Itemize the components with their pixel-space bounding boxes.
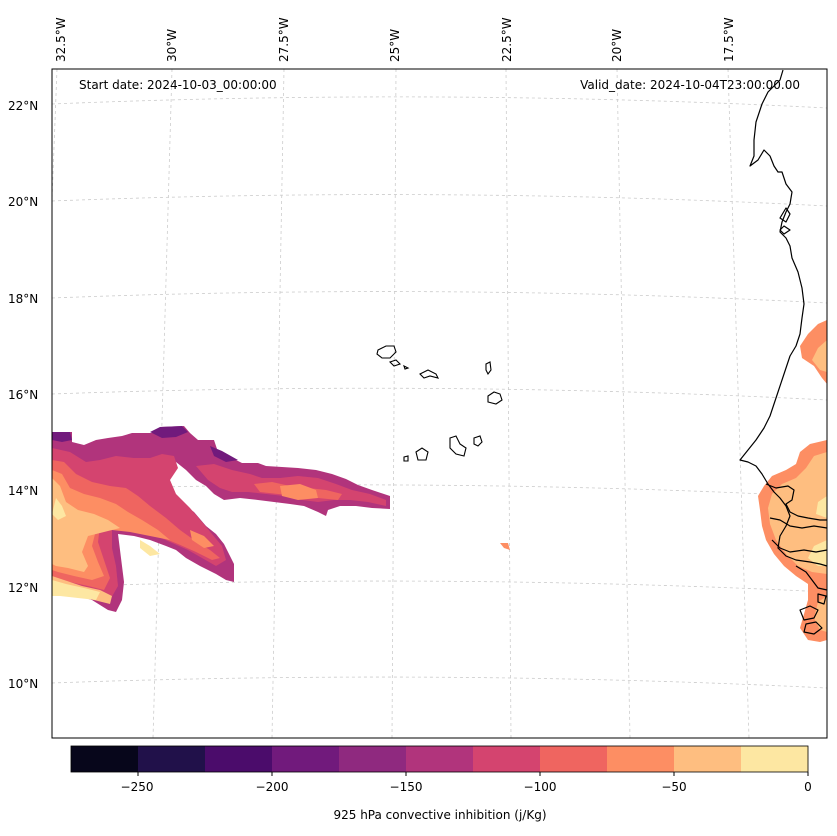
coast-detail-2 (779, 225, 791, 235)
colorbar-swatch (473, 746, 541, 772)
lon-label-30w: 30°W (165, 29, 179, 62)
valid-date-annotation: Valid_date: 2024-10-04T23:00:00.00 (580, 78, 800, 92)
graticule (51, 68, 828, 739)
meridian-22-5w (505, 68, 512, 739)
coast-gambia-river (769, 517, 828, 529)
meridian-25w (391, 68, 397, 739)
parallel-16n (51, 387, 828, 401)
meridian-20w (616, 68, 631, 739)
colorbar-swatch (741, 746, 809, 772)
colorbar-swatch (674, 746, 742, 772)
island-fogo (415, 447, 429, 461)
colorbar-tick-label: 0 (804, 780, 812, 794)
coast-senegal-gambia (765, 483, 827, 521)
colorbar-tick-label: −150 (389, 780, 423, 794)
coastlines (739, 69, 828, 635)
colorbar-swatch (205, 746, 273, 772)
island-sal (485, 361, 492, 376)
island-santiago (449, 435, 467, 457)
colorbar-swatch (406, 746, 474, 772)
longitude-labels: 32.5°W 30°W 27.5°W 25°W 22.5°W 20°W 17.5… (54, 17, 736, 62)
cape-verde-islands (376, 345, 503, 462)
meridian-32-5w (51, 68, 58, 201)
cin-fill-west-light (52, 478, 120, 604)
parallel-10n (51, 676, 828, 689)
lon-label-25w: 25°W (388, 29, 402, 62)
meridian-17-5w (727, 68, 750, 739)
colorbar-swatch (272, 746, 340, 772)
meridian-27-5w (271, 68, 285, 739)
meridian-30w (152, 68, 173, 739)
lon-label-17-5w: 17.5°W (722, 17, 736, 62)
parallel-12n (51, 580, 828, 593)
parallel-20n (51, 194, 828, 207)
colorbar-swatch (540, 746, 608, 772)
lat-label-18n: 18°N (8, 292, 38, 306)
coast-east-detail (771, 539, 828, 553)
cin-fill-west-pale (52, 498, 160, 600)
map-frame (51, 68, 828, 739)
colorbar-swatch (339, 746, 407, 772)
lon-label-20w: 20°W (610, 29, 624, 62)
start-date-annotation: Start date: 2024-10-03_00:00:00 (79, 78, 277, 92)
lat-label-20n: 20°N (8, 195, 38, 209)
island-brava (403, 455, 409, 462)
lat-label-12n: 12°N (8, 581, 38, 595)
colorbar-swatch (607, 746, 675, 772)
colorbar-tick-label: −100 (523, 780, 557, 794)
lon-label-27-5w: 27.5°W (277, 17, 291, 62)
lon-label-32-5w: 32.5°W (54, 17, 68, 62)
latitude-labels: 22°N 20°N 18°N 16°N 14°N 12°N 10°N (8, 99, 38, 691)
island-santa-luzia (403, 364, 410, 370)
colorbar-tick-label: −200 (255, 780, 289, 794)
cin-fill-west-purple (52, 426, 238, 462)
parallel-18n (51, 291, 828, 304)
coast-guinea-islands (799, 593, 827, 635)
coast-guinea-bissau (795, 565, 828, 591)
lat-label-14n: 14°N (8, 484, 38, 498)
african-coastline (739, 69, 828, 567)
cin-fill-east-pale (808, 496, 827, 566)
coast-detail-1 (779, 207, 791, 223)
island-santo-antao (376, 345, 397, 359)
parallel-22n (51, 96, 828, 109)
cin-fill-west-red (52, 460, 342, 590)
island-sao-nicolau (419, 369, 440, 379)
colorbar-tick-label: −50 (661, 780, 687, 794)
colorbar-frame (70, 745, 809, 773)
island-maio (473, 435, 483, 447)
lat-label-16n: 16°N (8, 388, 38, 402)
island-sao-vicente (388, 359, 402, 367)
colorbar-tick-label: −250 (120, 780, 154, 794)
lat-label-22n: 22°N (8, 99, 38, 113)
colorbar-swatch (138, 746, 206, 772)
colorbar-swatch (71, 746, 139, 772)
cin-contours-east (758, 320, 827, 642)
island-boa-vista (487, 391, 503, 405)
lon-label-22-5w: 22.5°W (500, 17, 514, 62)
lat-label-10n: 10°N (8, 677, 38, 691)
colorbar (70, 745, 809, 776)
colorbar-label: 925 hPa convective inhibition (j/Kg) (333, 808, 547, 822)
cin-fill-small-patch (500, 543, 510, 550)
cin-contours-west (52, 426, 390, 612)
